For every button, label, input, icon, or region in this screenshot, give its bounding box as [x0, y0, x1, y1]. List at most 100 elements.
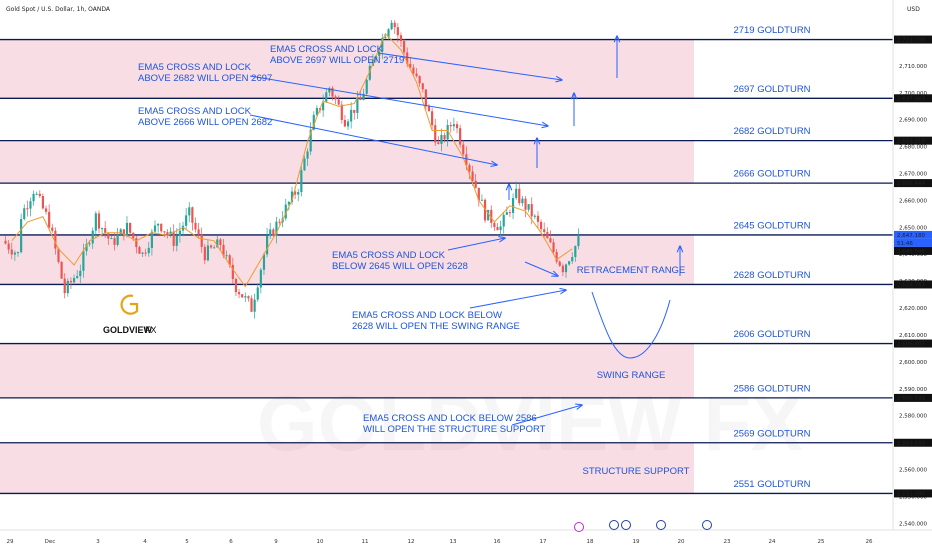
candle-body: [247, 296, 250, 299]
price-tag: [894, 179, 932, 188]
candle-body: [262, 254, 266, 270]
candle-body: [48, 211, 51, 228]
annotation-text: EMA5 CROSS AND LOCK: [270, 44, 384, 55]
candle-body: [418, 76, 421, 84]
candle-body: [483, 199, 487, 221]
zone-band: [0, 140, 694, 184]
candle-body: [79, 270, 82, 277]
x-tick-label: 25: [818, 539, 825, 545]
candle-body: [66, 280, 69, 294]
level-label: 2682 GOLDTURN: [733, 126, 810, 137]
y-tick-label: 2,610.000: [899, 333, 927, 339]
candle-body: [150, 231, 153, 248]
event-icon[interactable]: [574, 522, 584, 532]
candle-body: [125, 222, 129, 237]
price-axis[interactable]: 2,540.0002,550.0002,560.0002,570.0002,58…: [892, 0, 932, 530]
annotation-text: EMA5 CROSS AND LOCK BELOW: [352, 310, 502, 321]
candle-body: [328, 87, 331, 93]
candle-body: [116, 234, 119, 245]
prev-close-label: 2,645.548: [897, 249, 925, 255]
candle-body: [356, 97, 359, 113]
projection-arrow: [524, 261, 558, 276]
candle-body: [259, 269, 262, 288]
annotation-text: ABOVE 2682 WILL OPEN 2697: [138, 73, 272, 84]
x-tick-label: 12: [408, 539, 415, 545]
candle-body: [474, 180, 477, 188]
projection-arrow: [447, 238, 505, 251]
candle-body: [216, 239, 219, 248]
candle-body: [72, 278, 76, 283]
candle-body: [468, 165, 471, 172]
x-tick-label: 23: [724, 539, 731, 545]
candle-body: [406, 52, 409, 64]
candle-body: [515, 188, 518, 199]
x-tick-label: 18: [587, 539, 594, 545]
candle-body: [434, 125, 437, 143]
candle-body: [144, 252, 147, 254]
x-tick-label: 9: [274, 539, 278, 545]
candle-body: [97, 213, 101, 229]
candle-body: [175, 235, 178, 246]
price-tag: [894, 438, 932, 447]
candle-body: [272, 229, 275, 236]
candle-body: [225, 255, 228, 257]
candle-body: [206, 245, 210, 261]
annotation-text: EMA5 CROSS AND LOCK BELOW 2586: [363, 413, 537, 424]
y-tick-label: 2,650.000: [899, 225, 927, 231]
annotation-text: BELOW 2645 WILL OPEN 2628: [332, 261, 468, 272]
candle-body: [315, 108, 318, 115]
price-tag: [894, 136, 932, 145]
event-icon[interactable]: [656, 520, 666, 530]
candle-body: [141, 252, 144, 254]
event-icon[interactable]: [702, 520, 712, 530]
candle-body: [85, 243, 88, 252]
x-tick-label: 13: [450, 539, 457, 545]
candle-body: [390, 22, 393, 30]
y-tick-label: 2,600.000: [899, 360, 927, 366]
candle-body: [449, 125, 452, 127]
candle-body: [421, 83, 424, 90]
candle-body: [209, 245, 213, 248]
time-axis[interactable]: 29 Dec 3 4 5 6 9 10 11 12 13 16 17 18 19 20 23 24 25 26: [0, 520, 932, 546]
zone-band: [0, 442, 694, 494]
x-tick-label: 20: [678, 539, 685, 545]
candle-body: [234, 279, 238, 293]
candle-body: [57, 248, 60, 262]
price-tag-label: 2,551.090: [897, 491, 925, 497]
candle-body: [362, 93, 365, 100]
price-tag-label: 2,682.218: [897, 139, 925, 145]
candle-body: [384, 37, 387, 39]
annotation-text: EMA5 CROSS AND LOCK: [332, 250, 446, 261]
candle-body: [82, 251, 85, 271]
candle-body: [76, 276, 79, 279]
candle-body: [38, 193, 41, 197]
candle-body: [415, 73, 418, 77]
x-tick-label: 16: [494, 539, 501, 545]
range-label: RETRACEMENT RANGE: [577, 265, 686, 276]
candle-body: [508, 212, 512, 214]
candle-body: [490, 209, 493, 223]
event-icon[interactable]: [621, 520, 631, 530]
candle-body: [499, 226, 502, 231]
candle-body: [365, 79, 368, 94]
y-tick-label: 2,620.000: [899, 306, 927, 312]
candle-body: [424, 89, 427, 107]
event-icon[interactable]: [609, 520, 619, 530]
candle-body: [561, 265, 564, 273]
countdown-tag: [894, 238, 932, 247]
candle-body: [294, 191, 297, 195]
projection-arrow: [377, 52, 562, 80]
x-tick-label: 4: [143, 539, 147, 545]
y-tick-label: 2,540.000: [899, 521, 927, 527]
candle-body: [487, 209, 490, 221]
candle-body: [228, 255, 231, 265]
candle-body: [303, 158, 306, 171]
candle-body: [459, 128, 462, 145]
currency-label[interactable]: USD: [907, 6, 920, 13]
candle-body: [571, 256, 574, 262]
y-tick-label: 2,700.000: [899, 91, 927, 97]
x-tick-label: 11: [362, 539, 369, 545]
candle-body: [129, 222, 132, 233]
candle-body: [222, 244, 225, 256]
